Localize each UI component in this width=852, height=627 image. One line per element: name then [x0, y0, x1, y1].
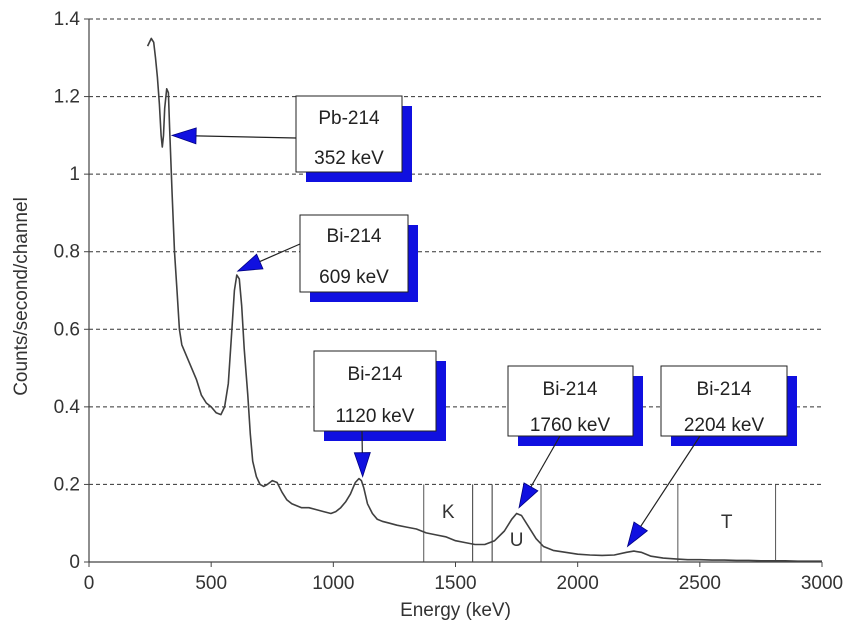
y-tick-label: 0.4 — [54, 397, 81, 418]
callout-arrow-head — [626, 521, 649, 548]
spectrum-line — [146, 37, 822, 562]
callout-box — [507, 365, 634, 437]
x-tick-label: 2500 — [679, 573, 721, 594]
callout-arrow-line — [530, 435, 561, 488]
x-tick-label: 3000 — [801, 573, 843, 594]
x-tick-label: 0 — [84, 573, 95, 594]
callout: Pb-214 352 keV — [170, 95, 412, 182]
window-label: K — [442, 502, 455, 523]
callout-arrow-line — [196, 135, 297, 139]
callout: Bi-214 609 keV — [236, 214, 418, 302]
window-label: U — [510, 530, 524, 551]
callout: Bi-214 1760 keV — [507, 365, 643, 509]
window-label: T — [721, 512, 733, 533]
callout-arrow-head — [353, 452, 371, 478]
callout-arrow-head — [236, 253, 264, 272]
callout-isotope: Bi-214 — [697, 379, 752, 400]
y-tick-label: 1.2 — [54, 87, 80, 108]
x-axis-title: Energy (keV) — [400, 600, 511, 621]
callout-arrow-head — [518, 482, 539, 509]
callout-energy: 2204 keV — [684, 415, 765, 436]
axes: 0 0.2 0.4 0.6 0.8 1 1.2 1.4 0 500 1000 1500 2000 2500… — [54, 9, 844, 594]
y-tick-label: 0.6 — [54, 319, 80, 340]
x-tick-label: 2000 — [557, 573, 599, 594]
spectrum-series — [146, 37, 822, 562]
y-tick-label: 0 — [69, 552, 80, 573]
callout-isotope: Bi-214 — [327, 226, 382, 247]
callout: Bi-214 2204 keV — [626, 365, 797, 548]
callout-energy: 609 keV — [319, 267, 389, 288]
callout-arrow-line — [259, 243, 301, 263]
callout-isotope: Pb-214 — [318, 108, 380, 129]
y-tick-label: 1 — [69, 164, 80, 185]
x-tick-label: 1000 — [312, 573, 354, 594]
callout-energy: 352 keV — [314, 148, 384, 169]
callout-energy: 1120 keV — [336, 406, 415, 427]
energy-windows: K U T — [423, 484, 777, 562]
callout-box — [660, 365, 788, 437]
callout-box — [299, 214, 409, 293]
callout-energy: 1760 keV — [530, 415, 611, 436]
y-tick-label: 1.4 — [54, 9, 81, 30]
y-tick-label: 0.2 — [54, 474, 80, 495]
callout: Bi-214 1120 keV — [313, 350, 446, 478]
callout-arrow-head — [170, 127, 197, 145]
x-tick-label: 1500 — [434, 573, 476, 594]
callout-isotope: Bi-214 — [348, 364, 403, 385]
callout-box — [295, 95, 403, 173]
y-tick-label: 0.8 — [54, 242, 80, 263]
y-axis-title: Counts/second/channel — [11, 197, 32, 396]
callout-arrow-line — [640, 435, 701, 527]
x-tick-label: 500 — [195, 573, 227, 594]
callout-isotope: Bi-214 — [543, 379, 598, 400]
callout-box — [313, 350, 437, 432]
peak-callouts: Pb-214 352 keV Bi-214 609 keV Bi-214 1120 keV… — [170, 95, 797, 548]
